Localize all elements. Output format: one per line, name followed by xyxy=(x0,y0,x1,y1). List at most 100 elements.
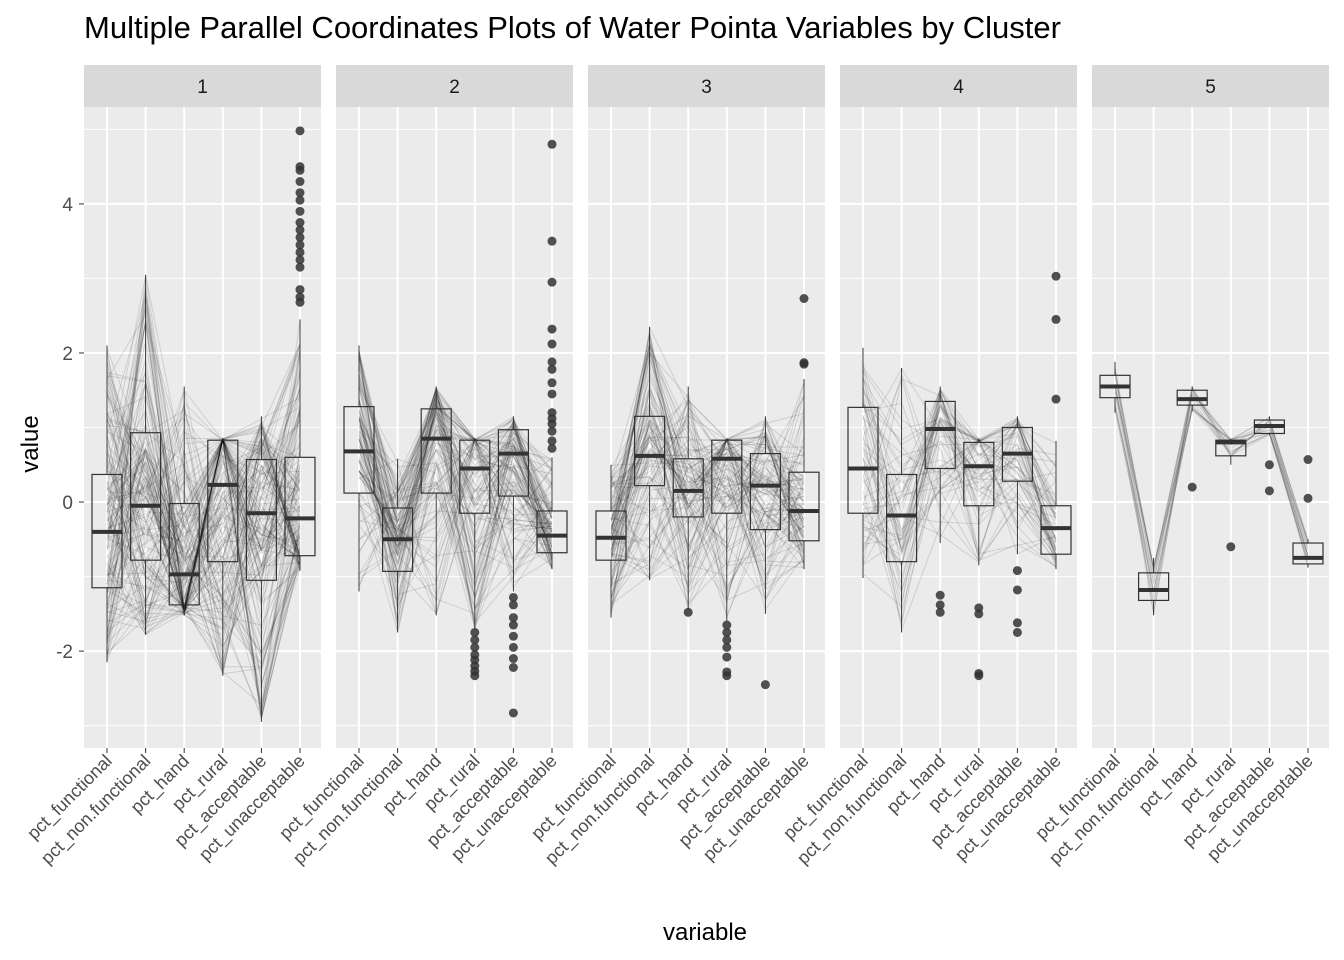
parallel-line xyxy=(106,445,301,634)
parallel-line xyxy=(106,382,301,647)
parallel-line xyxy=(106,438,301,582)
parallel-line xyxy=(610,444,805,534)
parallel-line xyxy=(610,448,805,564)
parallel-line xyxy=(106,411,301,609)
parallel-line xyxy=(862,453,1057,518)
parallel-line xyxy=(106,483,301,616)
parallel-line xyxy=(1114,383,1309,592)
outlier-point xyxy=(508,620,518,630)
parallel-line xyxy=(610,422,805,611)
outlier-point xyxy=(508,631,518,641)
parallel-line xyxy=(610,446,805,553)
parallel-line xyxy=(358,380,553,566)
outlier-point xyxy=(547,443,557,453)
parallel-line xyxy=(358,387,553,619)
boxplot-pct_hand xyxy=(924,386,956,617)
parallel-line xyxy=(862,397,1057,556)
outlier-point xyxy=(508,663,518,673)
outlier-point xyxy=(1051,394,1061,404)
parallel-line xyxy=(610,419,805,513)
facet-strip-label: 1 xyxy=(197,77,208,98)
outlier-point xyxy=(1012,627,1022,637)
parallel-line xyxy=(106,409,301,642)
parallel-line xyxy=(358,389,553,599)
parallel-line xyxy=(358,417,553,539)
parallel-line xyxy=(610,414,805,583)
parallel-line xyxy=(610,400,805,557)
boxplot-pct_rural xyxy=(963,438,995,681)
box-iqr xyxy=(885,473,918,563)
parallel-line xyxy=(106,319,301,607)
facet-strip-label: 4 xyxy=(953,77,964,98)
parallel-line xyxy=(358,386,553,524)
boxplot-pct_non.functional xyxy=(130,274,162,635)
outlier-point xyxy=(508,642,518,652)
parallel-line xyxy=(358,447,553,575)
parallel-line xyxy=(106,376,301,607)
outlier-point xyxy=(722,652,732,662)
outlier-point xyxy=(295,240,305,250)
parallel-line xyxy=(106,436,301,613)
parallel-line xyxy=(106,477,301,653)
parallel-line xyxy=(106,405,301,577)
parallel-line xyxy=(862,389,1057,562)
parallel-line xyxy=(106,359,301,612)
parallel-line xyxy=(106,462,301,631)
parallel-lines xyxy=(862,362,1057,632)
parallel-line xyxy=(1114,370,1309,598)
parallel-line xyxy=(862,402,1057,555)
parallel-line xyxy=(106,452,301,611)
parallel-line xyxy=(358,407,553,551)
parallel-line xyxy=(106,510,301,717)
parallel-line xyxy=(106,433,301,636)
parallel-line xyxy=(106,345,301,575)
parallel-line xyxy=(862,387,1057,555)
parallel-line xyxy=(358,414,553,629)
parallel-line xyxy=(106,497,301,623)
parallel-line xyxy=(610,440,805,572)
parallel-line xyxy=(358,393,553,602)
parallel-line xyxy=(106,406,301,608)
parallel-line xyxy=(610,431,805,597)
box-iqr xyxy=(1137,572,1170,602)
parallel-line xyxy=(106,465,301,637)
outlier-point xyxy=(470,627,480,637)
parallel-line xyxy=(610,456,805,520)
boxplot-pct_unacceptable xyxy=(1040,271,1072,570)
parallel-line xyxy=(358,422,553,576)
parallel-line xyxy=(106,390,301,625)
parallel-line xyxy=(610,449,805,571)
box-iqr xyxy=(130,432,162,561)
parallel-line xyxy=(106,417,301,584)
parallel-line xyxy=(610,331,805,554)
parallel-line xyxy=(610,399,805,577)
parallel-line xyxy=(106,342,301,610)
parallel-line xyxy=(106,321,301,608)
parallel-line xyxy=(358,417,553,519)
parallel-line xyxy=(610,405,805,551)
parallel-line xyxy=(358,358,553,624)
parallel-line xyxy=(106,446,301,675)
parallel-line xyxy=(862,395,1057,567)
parallel-line xyxy=(358,418,553,603)
outlier-point xyxy=(1051,314,1061,324)
parallel-line xyxy=(862,407,1057,556)
parallel-line xyxy=(106,460,301,579)
parallel-line xyxy=(358,386,553,543)
parallel-line xyxy=(610,414,805,600)
parallel-line xyxy=(610,387,805,571)
parallel-line xyxy=(610,468,805,600)
parallel-line xyxy=(106,390,301,655)
parallel-line xyxy=(610,339,805,574)
parallel-line xyxy=(106,437,301,619)
outlier-point xyxy=(722,671,732,681)
parallel-line xyxy=(358,394,553,578)
parallel-line xyxy=(106,424,301,668)
parallel-line xyxy=(862,370,1057,482)
outlier-point xyxy=(799,294,809,304)
parallel-line xyxy=(1114,383,1309,569)
parallel-line xyxy=(106,351,301,621)
parallel-line xyxy=(106,303,301,593)
parallel-lines xyxy=(610,325,805,621)
parallel-line xyxy=(610,356,805,570)
